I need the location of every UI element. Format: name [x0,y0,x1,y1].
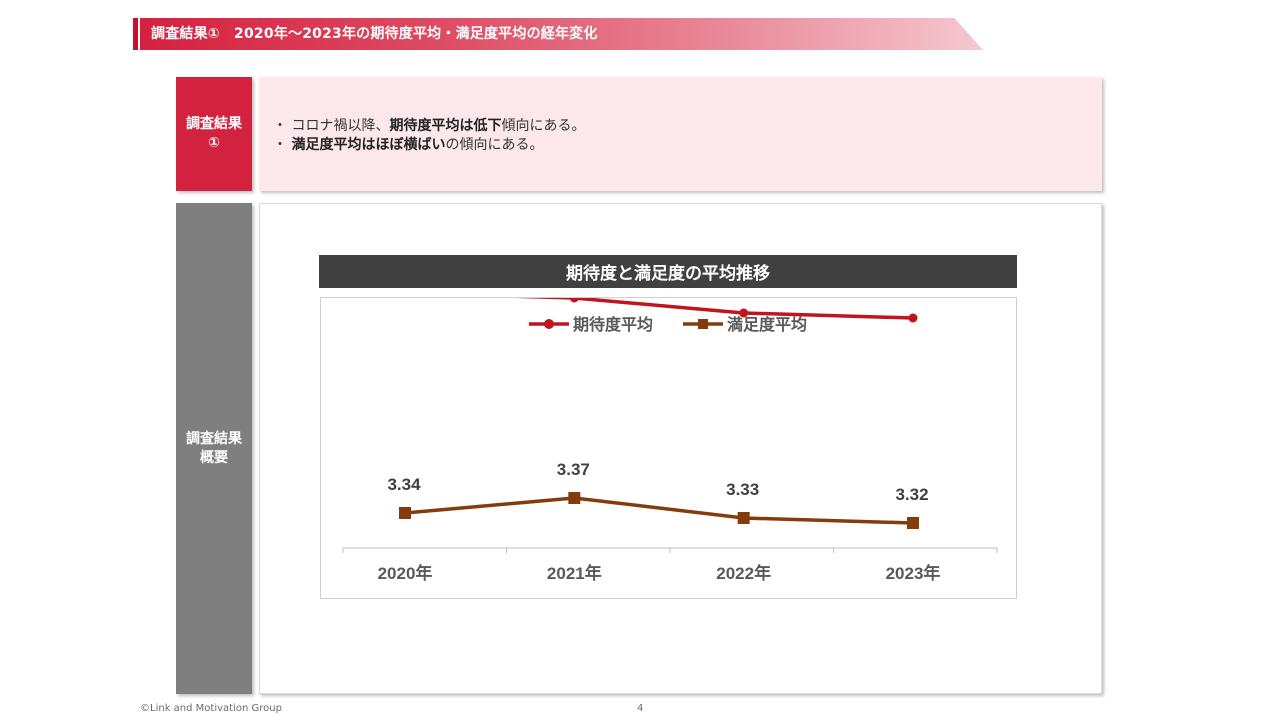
header-ribbon [140,18,983,50]
label-result-line1: 調査結果 [186,116,242,132]
bullet-bold-text: 満足度平均はほぼ横ばい [291,137,446,153]
legend-marker [698,319,708,329]
label-overview-line1: 調査結果 [186,430,242,447]
data-point [569,298,579,303]
data-point [568,492,581,504]
slide-title: 調査結果① 2020年～2023年の期待度平均・満足度平均の経年変化 [151,26,598,42]
x-tick-label: 2022年 [716,563,771,583]
data-label: 3.34 [387,475,421,494]
data-point [907,517,919,529]
data-label: 3.32 [895,485,928,504]
summary-bullet-2: ・ 満足度平均はほぼ横ばいの傾向にある。 [273,136,1102,155]
bullet-text: の傾向にある。 [445,137,544,153]
summary-box: ・ コロナ禍以降、期待度平均は低下傾向にある。 ・ 満足度平均はほぼ横ばいの傾向… [259,77,1102,191]
label-result: 調査結果 ① [176,77,252,191]
bullet-marker: ・ [273,118,287,134]
label-overview-line2: 概要 [200,449,228,466]
summary-bullet-1: ・ コロナ禍以降、期待度平均は低下傾向にある。 [273,117,1102,136]
data-label: 3.73 [895,298,928,299]
data-point [399,507,411,519]
label-overview: 調査結果 概要 [176,203,252,694]
x-tick-label: 2020年 [378,563,433,583]
chart-frame: 2020年2021年2022年2023年期待度平均満足度平均3.783.773.… [320,297,1017,599]
data-point [737,512,750,524]
chart-title: 期待度と満足度の平均推移 [319,255,1017,288]
legend-marker [544,319,554,329]
line-chart: 2020年2021年2022年2023年期待度平均満足度平均3.783.773.… [342,298,998,583]
series-line [404,496,914,525]
data-point [739,308,749,318]
series-line [515,298,914,320]
legend-label: 期待度平均 [573,315,653,334]
x-tick-label: 2023年 [886,563,941,583]
bullet-text: 傾向にある。 [501,118,586,134]
data-label: 3.37 [557,460,590,479]
bullet-bold-text: 期待度平均は低下 [389,118,502,134]
header-accent-bar [133,18,138,50]
data-label: 3.33 [726,480,759,499]
bullet-marker: ・ [273,137,287,153]
footer-copyright: ©Link and Motivation Group [140,703,282,714]
legend-label: 満足度平均 [727,315,807,334]
label-result-line2: ① [208,135,220,151]
x-tick-label: 2021年 [547,563,602,583]
page-number: 4 [637,703,644,714]
slide-header: 調査結果① 2020年～2023年の期待度平均・満足度平均の経年変化 [133,18,983,50]
data-point [908,313,918,323]
bullet-text: コロナ禍以降、 [291,118,390,134]
